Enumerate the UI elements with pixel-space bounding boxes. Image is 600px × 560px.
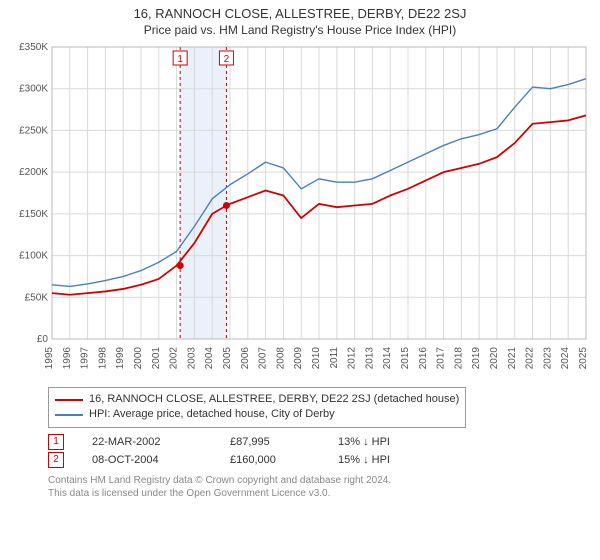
svg-text:2009: 2009 bbox=[293, 347, 304, 370]
svg-text:£50K: £50K bbox=[25, 292, 49, 303]
svg-text:£300K: £300K bbox=[19, 84, 48, 95]
svg-text:£0: £0 bbox=[37, 334, 49, 345]
svg-text:2012: 2012 bbox=[347, 347, 358, 370]
legend-swatch bbox=[55, 399, 83, 401]
svg-text:1998: 1998 bbox=[97, 347, 108, 370]
footer-attribution: Contains HM Land Registry data © Crown c… bbox=[48, 474, 592, 500]
chart-title: 16, RANNOCH CLOSE, ALLESTREE, DERBY, DE2… bbox=[8, 6, 592, 21]
svg-text:2005: 2005 bbox=[222, 347, 233, 370]
chart-subtitle: Price paid vs. HM Land Registry's House … bbox=[8, 23, 592, 37]
annotation-price: £87,995 bbox=[230, 436, 310, 448]
annotation-date: 08-OCT-2004 bbox=[92, 454, 202, 466]
annotation-delta: 15% ↓ HPI bbox=[338, 454, 390, 466]
svg-text:2004: 2004 bbox=[204, 347, 215, 370]
svg-text:2022: 2022 bbox=[525, 347, 536, 370]
svg-text:£350K: £350K bbox=[19, 42, 48, 53]
svg-text:1999: 1999 bbox=[115, 347, 126, 370]
annotation-row: 1 22-MAR-2002 £87,995 13% ↓ HPI bbox=[48, 434, 592, 450]
svg-text:2020: 2020 bbox=[489, 347, 500, 370]
footer-line: Contains HM Land Registry data © Crown c… bbox=[48, 474, 592, 487]
chart-svg: £0 £50K £100K £150K £200K £250K £300K £350K 1995… bbox=[8, 41, 592, 381]
svg-text:2010: 2010 bbox=[311, 347, 322, 370]
annotation-date: 22-MAR-2002 bbox=[92, 436, 202, 448]
svg-text:1995: 1995 bbox=[44, 347, 55, 370]
svg-text:£100K: £100K bbox=[19, 251, 48, 262]
svg-text:1: 1 bbox=[177, 54, 183, 65]
svg-text:2011: 2011 bbox=[329, 347, 340, 369]
legend: 16, RANNOCH CLOSE, ALLESTREE, DERBY, DE2… bbox=[48, 387, 466, 428]
svg-text:2000: 2000 bbox=[133, 347, 144, 370]
svg-text:2008: 2008 bbox=[275, 347, 286, 370]
svg-text:2002: 2002 bbox=[169, 347, 180, 370]
legend-label: HPI: Average price, detached house, City… bbox=[89, 407, 335, 422]
legend-label: 16, RANNOCH CLOSE, ALLESTREE, DERBY, DE2… bbox=[89, 392, 459, 407]
svg-text:2007: 2007 bbox=[258, 347, 269, 370]
svg-text:2006: 2006 bbox=[240, 347, 251, 370]
svg-text:2023: 2023 bbox=[542, 347, 553, 370]
footer-line: This data is licensed under the Open Gov… bbox=[48, 487, 592, 500]
svg-text:2013: 2013 bbox=[364, 347, 375, 370]
svg-text:2024: 2024 bbox=[560, 347, 571, 370]
svg-text:2014: 2014 bbox=[382, 347, 393, 370]
svg-text:£150K: £150K bbox=[19, 209, 48, 220]
annotations-table: 1 22-MAR-2002 £87,995 13% ↓ HPI 2 08-OCT… bbox=[48, 434, 592, 468]
svg-text:2003: 2003 bbox=[186, 347, 197, 370]
svg-text:2: 2 bbox=[224, 54, 230, 65]
svg-text:2015: 2015 bbox=[400, 347, 411, 370]
annotation-marker: 2 bbox=[48, 452, 64, 468]
svg-text:2019: 2019 bbox=[471, 347, 482, 370]
svg-text:2025: 2025 bbox=[578, 347, 589, 370]
svg-text:2018: 2018 bbox=[453, 347, 464, 370]
legend-swatch bbox=[55, 414, 83, 416]
annotation-row: 2 08-OCT-2004 £160,000 15% ↓ HPI bbox=[48, 452, 592, 468]
svg-text:£200K: £200K bbox=[19, 167, 48, 178]
annotation-marker: 1 bbox=[48, 434, 64, 450]
annotation-price: £160,000 bbox=[230, 454, 310, 466]
legend-item: 16, RANNOCH CLOSE, ALLESTREE, DERBY, DE2… bbox=[55, 392, 459, 407]
price-chart: £0 £50K £100K £150K £200K £250K £300K £350K 1995… bbox=[8, 41, 592, 381]
svg-text:1997: 1997 bbox=[80, 347, 91, 370]
svg-text:2021: 2021 bbox=[507, 347, 518, 370]
svg-text:2001: 2001 bbox=[151, 347, 162, 370]
svg-text:2016: 2016 bbox=[418, 347, 429, 370]
svg-text:2017: 2017 bbox=[436, 347, 447, 370]
legend-item: HPI: Average price, detached house, City… bbox=[55, 407, 459, 422]
annotation-delta: 13% ↓ HPI bbox=[338, 436, 390, 448]
svg-text:1996: 1996 bbox=[62, 347, 73, 370]
svg-text:£250K: £250K bbox=[19, 125, 48, 136]
